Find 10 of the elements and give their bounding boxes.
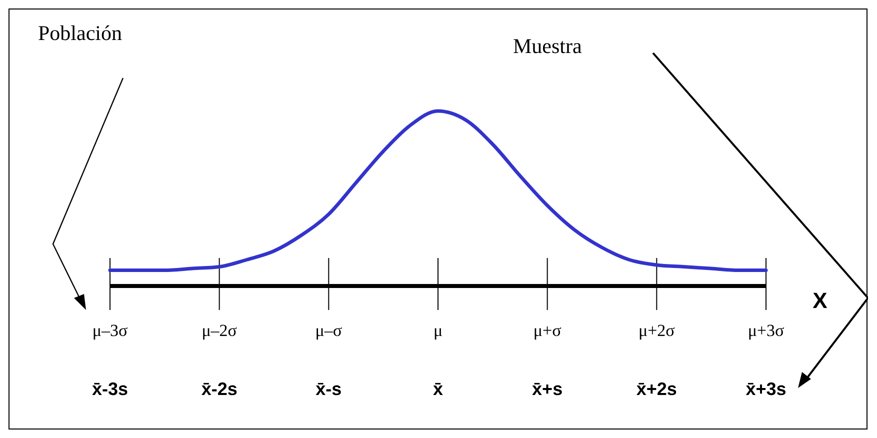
category-label: μ+3σ x̄+3s [746, 321, 786, 399]
category-label: μ+σ x̄+s [532, 321, 563, 399]
text: Población [38, 21, 122, 45]
category-label: μ+2σ x̄+2s [636, 321, 677, 399]
category-label: μ–σ x̄-s [315, 321, 342, 399]
x-axis-title: X [812, 288, 828, 313]
text: Muestra [513, 34, 582, 58]
category-label: μ x̄ [432, 321, 444, 399]
category-label: μ–2σ x̄-2s [201, 321, 238, 399]
category-label: μ–3σ x̄-3s [92, 321, 128, 399]
